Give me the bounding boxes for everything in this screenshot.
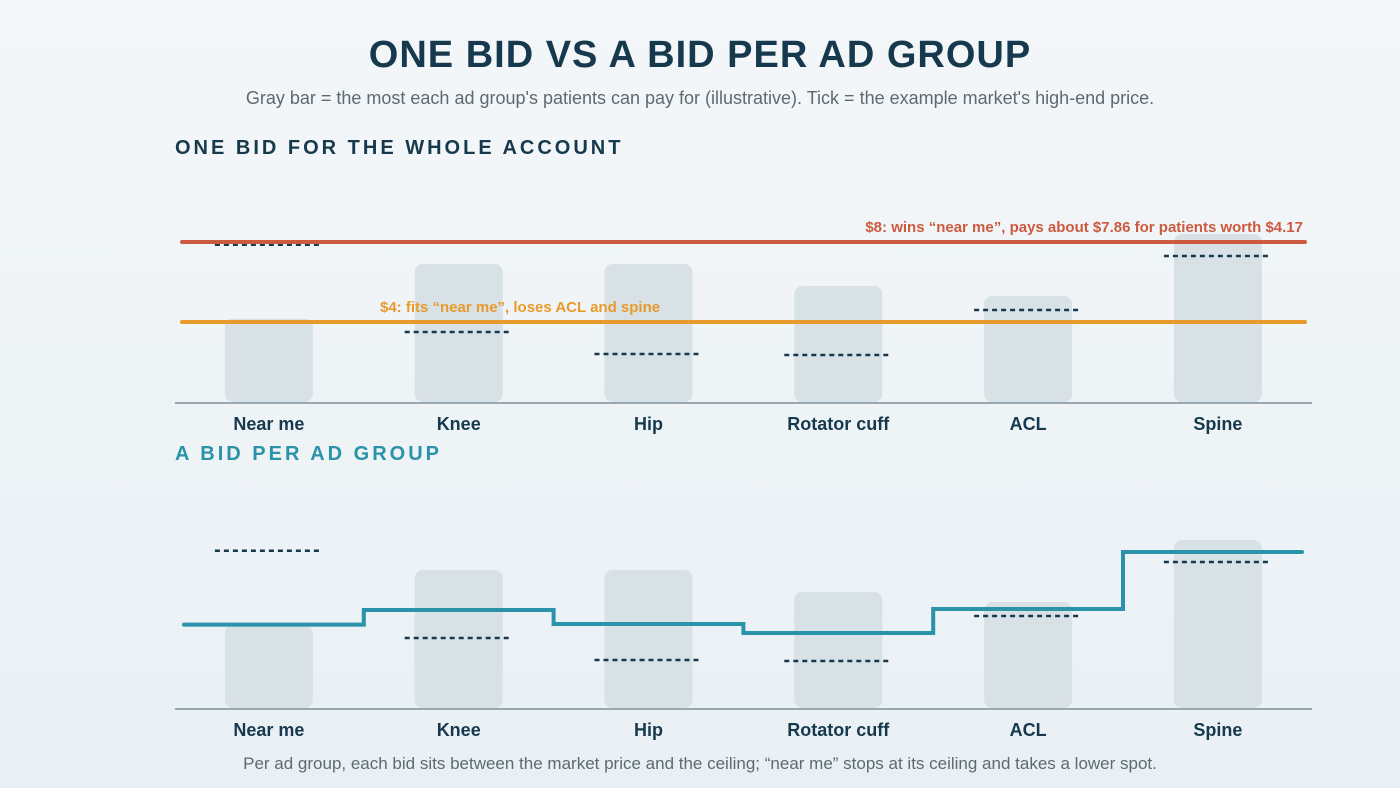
category-label-spine: Spine <box>1193 414 1242 434</box>
panel2-category-labels: Near me Knee Hip Rotator cuff ACL Spine <box>233 720 1242 740</box>
chart-title: ONE BID VS A BID PER AD GROUP <box>368 34 1032 76</box>
chart-subtitle: Gray bar = the most each ad group's pati… <box>245 88 1155 108</box>
category-label-hip: Hip <box>634 720 663 740</box>
category-label-rotator-cuff: Rotator cuff <box>787 414 890 434</box>
category-label-near-me: Near me <box>233 414 304 434</box>
ceiling-bar-hip <box>604 264 693 402</box>
category-label-hip: Hip <box>634 414 663 434</box>
ceiling-bar-rotator-cuff <box>794 592 883 708</box>
ceiling-bar-rotator-cuff <box>794 286 883 402</box>
category-label-acl: ACL <box>1010 720 1047 740</box>
ceiling-bar-near-me <box>224 624 313 708</box>
category-label-acl: ACL <box>1010 414 1047 434</box>
ceiling-bar-spine <box>1173 234 1262 402</box>
category-label-knee: Knee <box>437 720 481 740</box>
ceiling-bar-acl <box>984 296 1073 402</box>
panel1-bid-lines: $8: wins “near me”, pays about $7.86 for… <box>180 219 1307 324</box>
category-label-rotator-cuff: Rotator cuff <box>787 720 890 740</box>
bid-line-label-8: $8: wins “near me”, pays about $7.86 for… <box>865 219 1303 236</box>
category-label-near-me: Near me <box>233 720 304 740</box>
panel1-ceiling-bars <box>224 234 1262 402</box>
ceiling-bar-near-me <box>224 318 313 402</box>
bid-line-label-4: $4: fits “near me”, loses ACL and spine <box>380 299 660 316</box>
panel2-bid-step-line <box>182 550 1304 635</box>
ceiling-bar-spine <box>1173 540 1262 708</box>
panel2-ceiling-bars <box>224 540 1262 708</box>
ceiling-bar-acl <box>984 602 1073 708</box>
category-label-spine: Spine <box>1193 720 1242 740</box>
category-label-knee: Knee <box>437 414 481 434</box>
panel1-market-ticks <box>214 243 1272 357</box>
section-title-per-group: A BID PER AD GROUP <box>175 443 442 465</box>
per-group-bid-step <box>182 550 1304 635</box>
panel2-market-ticks <box>214 549 1272 663</box>
footer-note: Per ad group, each bid sits between the … <box>243 754 1157 773</box>
panel1-category-labels: Near me Knee Hip Rotator cuff ACL Spine <box>233 414 1242 434</box>
ceiling-bar-hip <box>604 570 693 708</box>
section-title-one-bid: ONE BID FOR THE WHOLE ACCOUNT <box>175 137 623 159</box>
